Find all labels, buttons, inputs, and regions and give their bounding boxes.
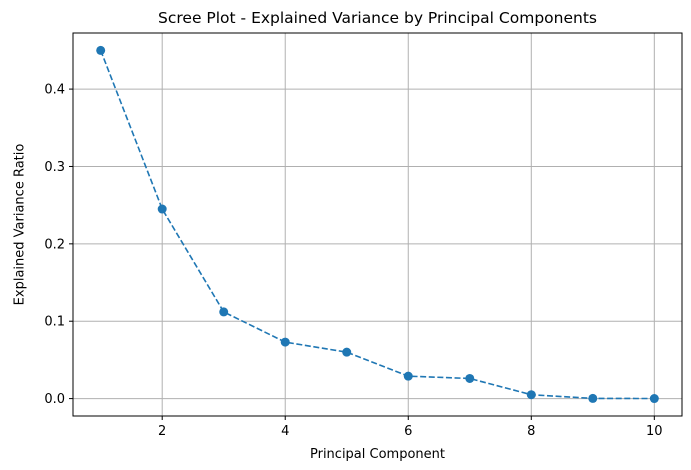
y-tick-label: 0.0 [44,392,65,407]
grid-layer [73,33,682,416]
y-tick-label: 0.4 [44,83,65,98]
data-point [219,307,229,317]
data-point [342,347,352,357]
data-point [280,337,290,347]
x-tick-label: 8 [527,424,535,439]
y-axis-label: Explained Variance Ratio [13,144,28,306]
data-point [157,204,167,214]
data-point [403,371,413,381]
data-point [465,373,475,383]
y-tick-label: 0.2 [44,237,65,252]
y-tick-label: 0.3 [44,160,65,175]
x-tick-label: 6 [404,424,412,439]
tick-layer: 2 4 6 8 10 0.0 0.1 0.2 0.3 0.4 [44,83,662,439]
x-tick-label: 10 [646,424,663,439]
data-point [588,393,598,403]
data-point [526,390,536,400]
chart-title: Scree Plot - Explained Variance by Princ… [158,9,597,27]
y-tick-label: 0.1 [44,315,65,330]
data-point [96,45,106,55]
x-tick-label: 4 [281,424,289,439]
data-point [649,394,659,404]
x-axis-label: Principal Component [310,447,445,462]
series-layer [96,45,659,404]
plot-frame [72,32,683,417]
x-tick-label: 2 [158,424,166,439]
series-line [99,50,655,400]
